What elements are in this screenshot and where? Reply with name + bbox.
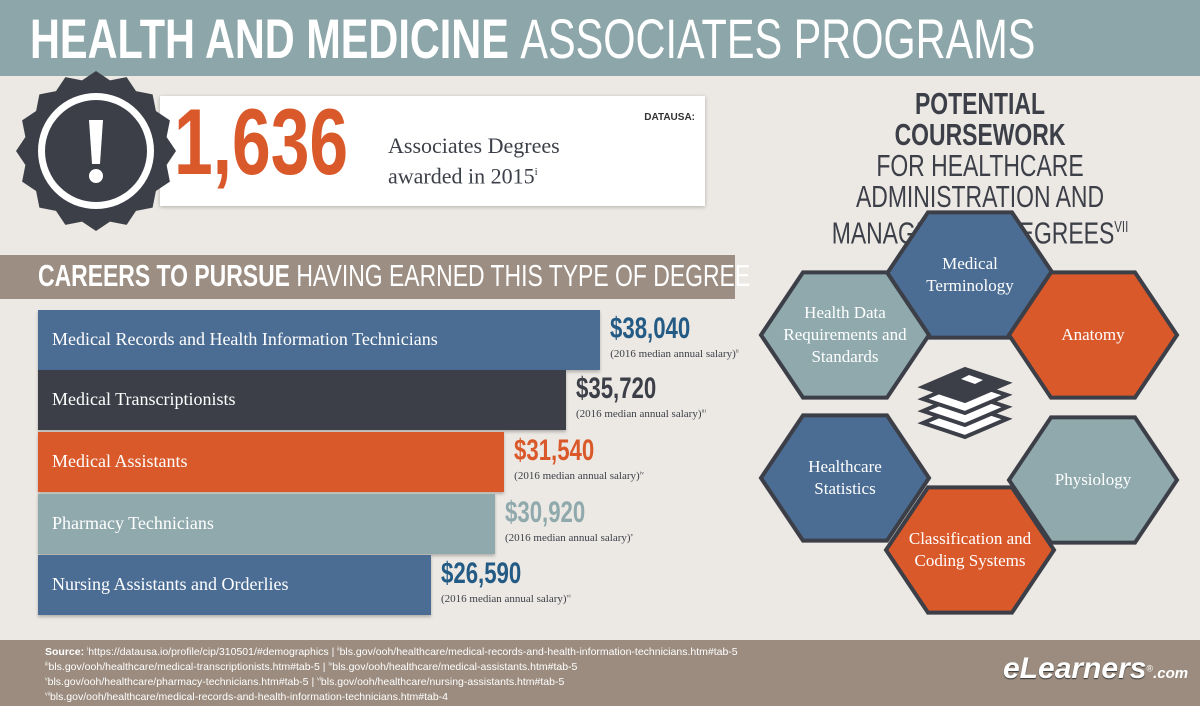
footer-ref: v bbox=[45, 676, 48, 683]
career-bar bbox=[38, 310, 601, 370]
salary-note-text: (2016 median annual salary) bbox=[514, 470, 640, 482]
careers-heading-bold: CAREERS TO PURSUE bbox=[38, 258, 290, 293]
page-title: HEALTH AND MEDICINE ASSOCIATES PROGRAMS bbox=[30, 6, 1200, 71]
stat-card: 1,636 Associates Degrees awarded in 2015… bbox=[160, 89, 705, 206]
salary-label-wrap: $30,920 bbox=[505, 496, 613, 530]
career-name: Medical Transcriptionists bbox=[52, 389, 236, 409]
coursework-title-bold: POTENTIAL COURSEWORK bbox=[894, 86, 1066, 152]
salary-note: (2016 median annual salary)iv bbox=[514, 470, 644, 482]
salary-note-text: (2016 median annual salary) bbox=[441, 593, 567, 605]
career-name: Pharmacy Technicians bbox=[52, 513, 214, 533]
salary-label-wrap: $26,590 bbox=[441, 557, 549, 591]
footer-line: iiibls.gov/ooh/healthcare/medical-transc… bbox=[45, 661, 577, 673]
salary-label-wrap: $35,720 bbox=[576, 372, 684, 406]
coursework-title: POTENTIAL COURSEWORK FOR HEALTHCARE ADMI… bbox=[790, 88, 1170, 248]
salary-ref: iv bbox=[639, 470, 644, 477]
salary-note-text: (2016 median annual salary) bbox=[575, 408, 702, 420]
footer-bar bbox=[0, 640, 1200, 706]
hex-label: Anatomy bbox=[1061, 325, 1125, 344]
careers-heading-rest: HAVING EARNED THIS TYPE OF DEGREE bbox=[296, 258, 751, 293]
hex-label: Classification and Coding Systems bbox=[908, 529, 1032, 570]
alert-badge bbox=[16, 71, 176, 231]
footer-ref: vi bbox=[317, 676, 321, 683]
footer-text: bls.gov/ooh/healthcare/medical-transcrip… bbox=[48, 661, 329, 673]
salary-ref: v bbox=[630, 532, 634, 539]
hex-label: Physiology bbox=[1054, 470, 1132, 489]
title-bold: HEALTH AND MEDICINE bbox=[30, 7, 509, 70]
stat-line1: Associates Degrees bbox=[388, 133, 560, 158]
salary-label: $31,540 bbox=[514, 434, 595, 467]
career-name: Nursing Assistants and Orderlies bbox=[52, 574, 289, 594]
hex-label: Health Data Requirements and Standards bbox=[783, 303, 907, 366]
footer-line: viibls.gov/ooh/healthcare/medical-record… bbox=[45, 691, 448, 703]
stat-ref: i bbox=[534, 166, 538, 178]
hex-label: Healthcare Statistics bbox=[808, 457, 882, 498]
careers-heading: CAREERS TO PURSUE HAVING EARNED THIS TYP… bbox=[38, 258, 1000, 294]
stat-number-wrap: 1,636 bbox=[174, 88, 409, 196]
career-bar bbox=[38, 370, 566, 430]
salary-label: $26,590 bbox=[441, 557, 522, 590]
hexagon bbox=[883, 485, 1057, 615]
salary-ref: ii bbox=[735, 348, 739, 355]
footer-line: Source: ihttps://datausa.io/profile/cip/… bbox=[45, 646, 738, 658]
badge-exclaim bbox=[89, 120, 103, 164]
coursework-ref: VII bbox=[1114, 219, 1129, 236]
career-name: Medical Records and Health Information T… bbox=[52, 329, 438, 349]
salary-label-wrap: $31,540 bbox=[514, 434, 622, 468]
footer-text: bls.gov/ooh/healthcare/nursing-assistant… bbox=[320, 676, 565, 688]
footer-text: bls.gov/ooh/healthcare/medical-records-a… bbox=[339, 646, 738, 658]
title-rest: ASSOCIATES PROGRAMS bbox=[520, 7, 1036, 70]
stat-source: DATAUSA: bbox=[644, 112, 695, 123]
salary-label: $38,040 bbox=[610, 312, 691, 345]
header-bar bbox=[0, 0, 1200, 76]
footer-ref: i bbox=[87, 646, 89, 653]
salary-label-wrap: $38,040 bbox=[610, 312, 718, 346]
career-name: Medical Assistants bbox=[52, 451, 188, 471]
salary-note-text: (2016 median annual salary) bbox=[504, 532, 631, 544]
book-icon bbox=[917, 366, 1013, 440]
hexagon bbox=[758, 413, 932, 543]
careers-band bbox=[0, 255, 735, 299]
salary-ref: vi bbox=[566, 593, 571, 600]
salary-note: (2016 median annual salary)iii bbox=[576, 408, 706, 420]
badge-dot bbox=[89, 169, 103, 183]
logo-suffix: .com bbox=[1153, 665, 1189, 682]
hex-label: Medical Terminology bbox=[926, 254, 1014, 295]
footer-label: Source: bbox=[45, 646, 85, 658]
salary-label: $30,920 bbox=[504, 496, 586, 529]
hexagon bbox=[1006, 270, 1180, 400]
salary-note: (2016 median annual salary)ii bbox=[610, 348, 739, 360]
footer-text: bls.gov/ooh/healthcare/medical-assistant… bbox=[332, 661, 578, 673]
logo: eLearners®.com bbox=[1003, 652, 1188, 686]
footer-line: vbls.gov/ooh/healthcare/pharmacy-technic… bbox=[45, 676, 564, 688]
career-bar bbox=[38, 555, 431, 615]
logo-main: eLearners bbox=[1003, 652, 1147, 685]
footer-ref: iii bbox=[45, 661, 49, 668]
salary-note-text: (2016 median annual salary) bbox=[610, 348, 736, 360]
career-bar bbox=[38, 494, 495, 554]
career-bar bbox=[38, 432, 505, 492]
hexagon bbox=[758, 270, 932, 400]
footer-ref: ii bbox=[337, 646, 340, 653]
salary-note: (2016 median annual salary)v bbox=[505, 532, 633, 544]
footer-text: https://datausa.io/profile/cip/310501/#d… bbox=[88, 646, 338, 658]
salary-note: (2016 median annual salary)vi bbox=[441, 593, 571, 605]
salary-label: $35,720 bbox=[575, 372, 657, 405]
footer-ref: vii bbox=[45, 691, 50, 698]
logo-mark: ® bbox=[1146, 663, 1154, 674]
salary-ref: iii bbox=[701, 408, 707, 415]
footer-text: bls.gov/ooh/healthcare/medical-records-a… bbox=[49, 691, 449, 703]
stat-line2: awarded in 2015 bbox=[388, 163, 535, 189]
footer-text: bls.gov/ooh/healthcare/pharmacy-technici… bbox=[47, 676, 318, 688]
stat-text: Associates Degrees awarded in 2015i bbox=[388, 132, 560, 189]
stat-number: 1,636 bbox=[174, 89, 349, 194]
footer-ref: iv bbox=[328, 661, 333, 668]
coursework-diagram bbox=[758, 210, 1180, 615]
hexagon bbox=[1006, 415, 1180, 545]
